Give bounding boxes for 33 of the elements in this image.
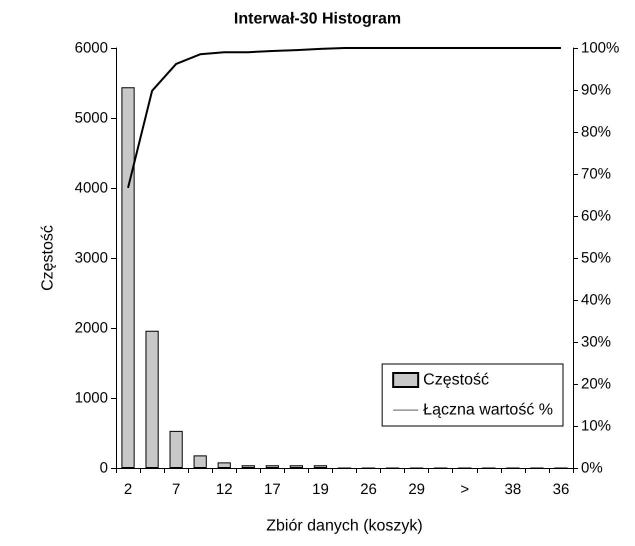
y-tick-label: 1000 xyxy=(74,390,108,406)
y-tick-label: 3000 xyxy=(74,250,108,266)
legend-label: Łączna wartość % xyxy=(423,402,554,418)
y-axis-title: Częstość xyxy=(40,225,56,291)
x-tick-label: 17 xyxy=(264,481,281,498)
x-tick-label: 29 xyxy=(408,481,425,498)
y-tick-label: 4000 xyxy=(74,180,108,196)
y-tick-label: 2000 xyxy=(74,320,108,336)
x-tick-label: 36 xyxy=(552,481,570,498)
y2-tick-label: 40% xyxy=(581,292,612,308)
y-tick-label: 6000 xyxy=(74,40,108,56)
x-axis-title: Zbiór danych (koszyk) xyxy=(266,518,423,534)
x-tick-label: 26 xyxy=(360,481,377,498)
y2-tick-label: 60% xyxy=(581,208,612,224)
y2-tick-label: 70% xyxy=(581,166,612,182)
y2-tick-label: 20% xyxy=(581,376,612,392)
y-tick-label: 0 xyxy=(100,460,108,476)
x-tick-label: 2 xyxy=(124,481,132,498)
chart-title: Interwał-30 Histogram xyxy=(234,10,402,28)
y2-tick-label: 80% xyxy=(581,124,612,140)
y2-tick-label: 30% xyxy=(581,334,612,350)
y2-tick-label: 50% xyxy=(581,250,612,266)
y2-tick-label: 100% xyxy=(581,40,620,56)
legend-label: Częstość xyxy=(423,372,489,388)
y2-tick-label: 0% xyxy=(581,460,603,476)
x-tick-label: 38 xyxy=(504,481,522,498)
x-tick-label: > xyxy=(460,481,470,498)
x-tick-label: 7 xyxy=(172,481,180,498)
y2-tick-label: 90% xyxy=(581,82,612,98)
y-tick-label: 5000 xyxy=(74,110,108,126)
x-tick-label: 12 xyxy=(216,481,233,498)
y2-tick-label: 10% xyxy=(581,418,612,434)
x-tick-label: 19 xyxy=(312,481,329,498)
